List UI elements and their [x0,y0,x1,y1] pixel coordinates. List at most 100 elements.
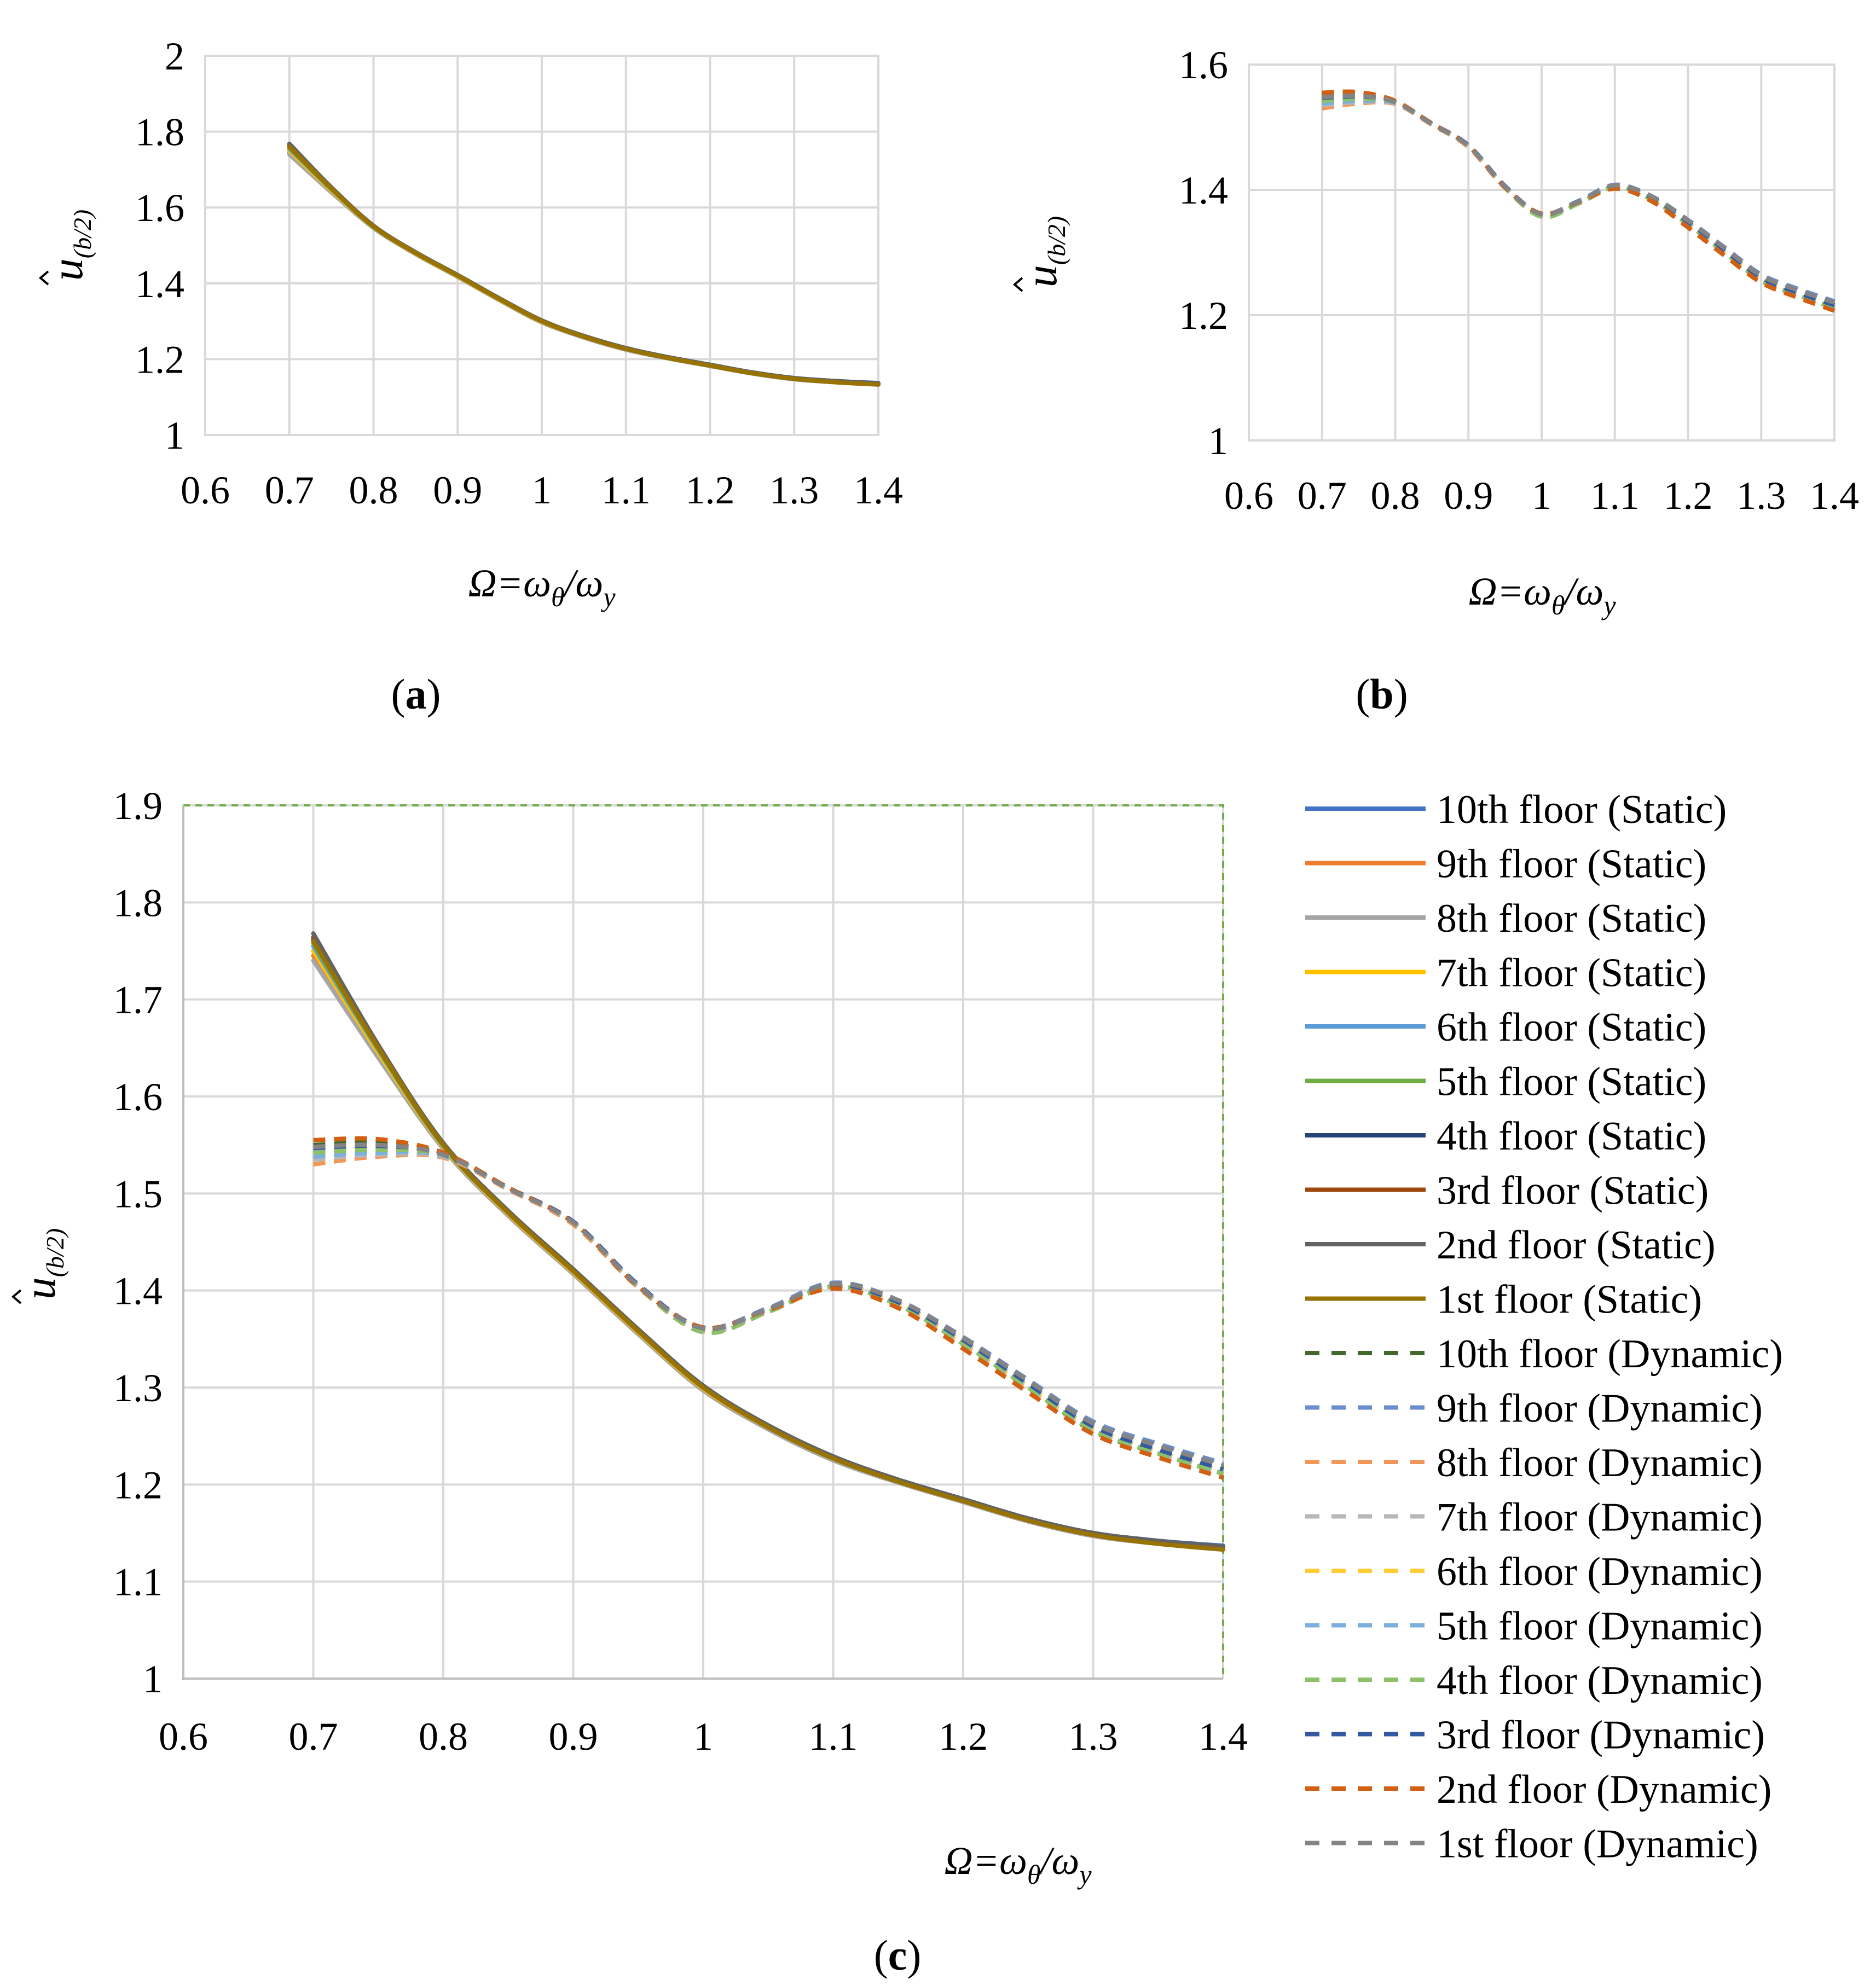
x-tick-label: 1.3 [769,468,819,512]
legend-item: 6th floor (Static) [1305,1005,1706,1050]
legend-label: 9th floor (Dynamic) [1437,1386,1763,1431]
hat-accent [1012,277,1023,292]
legend-label: 6th floor (Dynamic) [1437,1549,1763,1594]
legend-item: 6th floor (Dynamic) [1305,1549,1763,1594]
x-tick-label: 0.7 [289,1715,338,1758]
series-group: 10th floor (Static)9th floor (Static)8th… [287,141,881,387]
y-tick-label: 1.3 [113,1366,163,1410]
legend-item: 8th floor (Static) [1305,896,1706,941]
y-tick-label: 1.5 [113,1172,163,1216]
hat-accent [11,1289,22,1304]
y-tick-label: 1 [143,1657,163,1701]
x-tick-label: 0.6 [181,468,230,512]
x-tick-label: 0.8 [419,1715,468,1758]
series-line: 1st floor (Static) [287,144,881,387]
series-line: 2nd floor (Static) [287,141,881,386]
y-tick-label: 1.7 [113,978,163,1022]
y-axis-label: u(b/2) [42,210,96,281]
legend-item: 5th floor (Static) [1305,1060,1706,1105]
series-line: 6th floor (Static) [311,944,1225,1549]
y-tick-label: 1.2 [135,338,184,381]
series-group: 10th floor (Dynamic)9th floor (Dynamic)8… [1322,89,1836,313]
legend-item: 4th floor (Static) [1305,1114,1706,1159]
legend-item: 1st floor (Static) [1305,1278,1702,1322]
x-tick-label: 0.8 [349,468,398,512]
legend-item: 10th floor (Static) [1305,787,1727,832]
x-tick-label: 0.6 [1224,474,1273,518]
legend-label: 8th floor (Dynamic) [1437,1441,1763,1485]
y-tick-label: 1.9 [113,784,163,828]
x-tick-label: 0.7 [265,468,314,512]
series-line: 5th floor (Static) [287,145,881,386]
legend-label: 7th floor (Dynamic) [1437,1495,1763,1540]
legend-item: 2nd floor (Static) [1305,1223,1716,1268]
legend-item: 7th floor (Static) [1305,951,1706,996]
hat-accent [38,270,49,286]
panel-caption: (b) [1356,670,1408,718]
y-tick-label: 1.1 [113,1560,163,1604]
legend-label: 9th floor (Static) [1437,842,1706,887]
legend-item: 10th floor (Dynamic) [1305,1332,1783,1377]
x-tick-label: 1.2 [1664,474,1713,518]
x-axis-label: Ω=ωθ/ωy [1468,570,1616,620]
y-tick-label: 1.4 [135,262,184,306]
x-tick-label: 0.9 [433,468,482,512]
x-tick-label: 0.8 [1371,474,1420,518]
legend-label: 10th floor (Static) [1437,787,1727,832]
legend-item: 9th floor (Static) [1305,842,1706,887]
series-line: 3rd floor (Static) [311,935,1225,1550]
legend-label: 2nd floor (Static) [1437,1223,1716,1268]
legend-item: 7th floor (Dynamic) [1305,1495,1763,1540]
series-line: 4th floor (Static) [287,143,881,386]
series-line: 9th floor (Dynamic) [1322,95,1836,304]
panel-caption: (a) [391,670,441,718]
series-line: 7th floor (Static) [311,949,1225,1550]
legend-label: 4th floor (Dynamic) [1437,1658,1763,1703]
y-tick-label: 1.2 [113,1463,163,1507]
legend-label: 1st floor (Dynamic) [1437,1822,1758,1867]
legend-item: 2nd floor (Dynamic) [1305,1767,1771,1812]
gridlines [182,804,1224,1680]
panel-a: 0.6 0.7 0.8 0.9 1 1.1 1.2 1.3 1.4 1 1.2 1.4 1.6 1.8 2 1… [38,34,903,718]
series-line: 7th floor (Static) [287,148,881,386]
x-tick-label: 0.7 [1298,474,1347,518]
series-line: 2nd floor (Dynamic) [313,1136,1224,1480]
series-line: 1st floor (Static) [311,939,1225,1552]
legend-label: 4th floor (Static) [1437,1114,1706,1159]
y-tick-label: 1 [1208,419,1228,463]
y-tick-label: 1.4 [113,1269,163,1313]
legend-label: 5th floor (Dynamic) [1437,1604,1763,1649]
y-tick-label: 2 [165,34,184,78]
panel-caption: (c) [874,1931,922,1979]
legend: 10th floor (Static) 9th floor (Static) 8th… [1305,787,1783,1867]
legend-item: 9th floor (Dynamic) [1305,1386,1763,1431]
series-line: 2nd floor (Static) [311,931,1225,1549]
y-axis-label: u(b/2) [1016,216,1070,287]
legend-item: 4th floor (Dynamic) [1305,1658,1763,1703]
legend-label: 10th floor (Dynamic) [1437,1332,1783,1377]
x-tick-label: 1.3 [1736,474,1786,518]
legend-label: 5th floor (Static) [1437,1060,1706,1105]
panel-c: 0.6 0.7 0.8 0.9 1 1.1 1.2 1.3 1.4 1 1.1 1.2 1.3 1.4 1.… [11,784,1248,1979]
x-tick-label: 1.2 [939,1715,988,1758]
legend-label: 8th floor (Static) [1437,896,1706,941]
y-tick-label: 1.6 [1179,43,1228,87]
series-line: 10th floor (Static) [287,144,881,386]
series-line: 3rd floor (Dynamic) [313,1144,1224,1471]
legend-label: 7th floor (Static) [1437,951,1706,996]
x-tick-label: 1.4 [854,468,903,512]
x-tick-label: 1.1 [809,1715,858,1758]
x-tick-label: 0.9 [1444,474,1493,518]
x-tick-label: 1 [693,1715,713,1758]
y-tick-label: 1.4 [1179,169,1228,212]
series-line: 8th floor (Static) [287,152,881,387]
y-tick-label: 1.6 [113,1075,163,1119]
y-tick-label: 1.8 [135,111,184,154]
plot-area-border [1248,63,1836,442]
legend-item: 1st floor (Dynamic) [1305,1822,1758,1867]
y-axis-label: u(b/2) [15,1228,69,1299]
x-tick-label: 0.9 [549,1715,598,1758]
legend-item: 3rd floor (Dynamic) [1305,1713,1765,1758]
